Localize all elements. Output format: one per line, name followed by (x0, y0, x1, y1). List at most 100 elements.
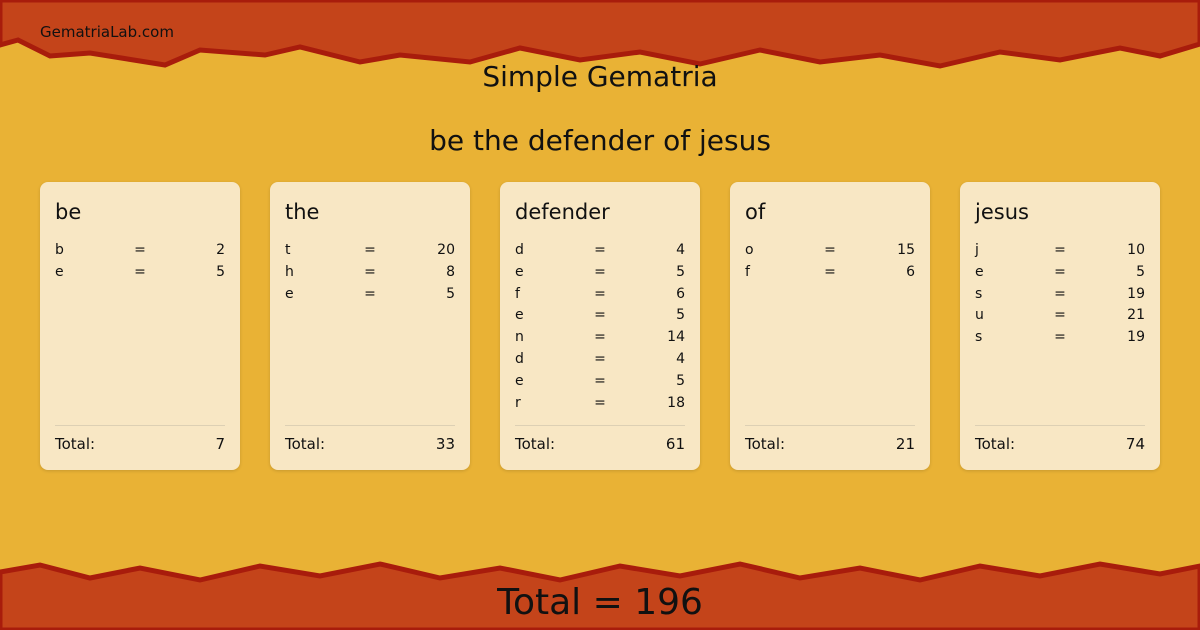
letter-value: 5 (676, 372, 685, 389)
equals: = (594, 372, 606, 389)
equals: = (364, 285, 376, 302)
card-word: of (745, 200, 766, 224)
equals: = (1054, 329, 1066, 346)
letter-row: e = 5 (285, 284, 455, 306)
word-card: defender d = 4 e = 5 f = 6 e = 5 n = 14 d = 4 e = 5 r = 18 Total:… (500, 182, 700, 470)
equals: = (594, 307, 606, 324)
site-logo[interactable]: GematriaLab.com (40, 23, 174, 41)
word-card: of o = 15 f = 6 Total: 21 (730, 182, 930, 470)
letter-value: 5 (676, 307, 685, 324)
letter-value: 6 (906, 263, 915, 280)
letter-value: 5 (676, 263, 685, 280)
grand-total: Total = 196 (497, 582, 703, 623)
letter-row: n = 14 (515, 327, 685, 349)
letter-row: s = 19 (975, 284, 1145, 306)
letter-row: e = 5 (515, 305, 685, 327)
letter-value: 4 (676, 242, 685, 258)
letter-value: 15 (897, 242, 915, 258)
equals: = (134, 263, 146, 280)
page-title: Simple Gematria (482, 60, 718, 93)
total-value: 61 (665, 435, 685, 453)
letter: d (515, 242, 524, 258)
letter-value: 2 (216, 242, 225, 258)
letter-row: e = 5 (55, 262, 225, 284)
letter-value: 5 (1136, 263, 1145, 280)
letter: e (515, 307, 524, 324)
letter-value: 20 (437, 242, 455, 258)
equals: = (1054, 307, 1066, 324)
letter-value: 6 (676, 285, 685, 302)
card-word: defender (515, 200, 610, 224)
letter-value: 10 (1127, 242, 1145, 258)
total-value: 21 (895, 435, 915, 453)
word-card: jesus j = 10 e = 5 s = 19 u = 21 s = 19 Total: 74 (960, 182, 1160, 470)
total-value: 74 (1125, 435, 1145, 453)
letter-value: 18 (667, 394, 685, 411)
letter-value: 19 (1127, 329, 1145, 346)
equals: = (1054, 242, 1066, 258)
letter-value: 8 (446, 263, 455, 280)
letter: e (285, 285, 294, 302)
total-label: Total: (975, 435, 1016, 453)
letter-value: 5 (446, 285, 455, 302)
letter: e (515, 263, 524, 280)
card-total: Total: 74 (975, 425, 1145, 453)
letter-row: h = 8 (285, 262, 455, 284)
total-value: 33 (435, 435, 455, 453)
letter-row: t = 20 (285, 240, 455, 262)
card-total: Total: 7 (55, 425, 225, 453)
letter: f (515, 285, 520, 302)
letter-row: r = 18 (515, 393, 685, 415)
top-band (0, 0, 1200, 69)
letter: h (285, 263, 294, 280)
equals: = (1054, 263, 1066, 280)
card-total: Total: 33 (285, 425, 455, 453)
letter: o (745, 242, 754, 258)
equals: = (594, 285, 606, 302)
card-total: Total: 61 (515, 425, 685, 453)
letter: d (515, 350, 524, 367)
equals: = (594, 329, 606, 346)
total-value: 7 (215, 435, 225, 453)
letter: s (975, 285, 983, 302)
letter-row: u = 21 (975, 305, 1145, 327)
total-label: Total: (285, 435, 326, 453)
card-word: the (285, 200, 320, 224)
word-card: be b = 2 e = 5 Total: 7 (40, 182, 240, 470)
letter-value: 21 (1127, 307, 1145, 324)
letter: e (975, 263, 984, 280)
letter-row: f = 6 (745, 262, 915, 284)
card-word: be (55, 200, 82, 224)
letter: j (975, 242, 979, 258)
equals: = (824, 263, 836, 280)
letter-value: 14 (667, 329, 685, 346)
letter: t (285, 242, 291, 258)
equals: = (594, 350, 606, 367)
letter-value: 4 (676, 350, 685, 367)
letter: u (975, 307, 984, 324)
letter-row: e = 5 (515, 262, 685, 284)
letter-value: 19 (1127, 285, 1145, 302)
letter-row: d = 4 (515, 349, 685, 371)
equals: = (1054, 285, 1066, 302)
equals: = (824, 242, 836, 258)
equals: = (134, 242, 146, 258)
total-label: Total: (745, 435, 786, 453)
letter: e (55, 263, 64, 280)
letter-row: b = 2 (55, 240, 225, 262)
letter-row: f = 6 (515, 284, 685, 306)
letter: s (975, 329, 983, 346)
equals: = (594, 242, 606, 258)
letter: e (515, 372, 524, 389)
total-label: Total: (55, 435, 96, 453)
letter-row: j = 10 (975, 240, 1145, 262)
phrase: be the defender of jesus (429, 124, 771, 157)
card-total: Total: 21 (745, 425, 915, 453)
letter: b (55, 242, 64, 258)
letter-row: o = 15 (745, 240, 915, 262)
letter: n (515, 329, 524, 346)
letter: r (515, 394, 521, 411)
letter-row: e = 5 (975, 262, 1145, 284)
bottom-band (0, 561, 1200, 630)
letter-row: d = 4 (515, 240, 685, 262)
